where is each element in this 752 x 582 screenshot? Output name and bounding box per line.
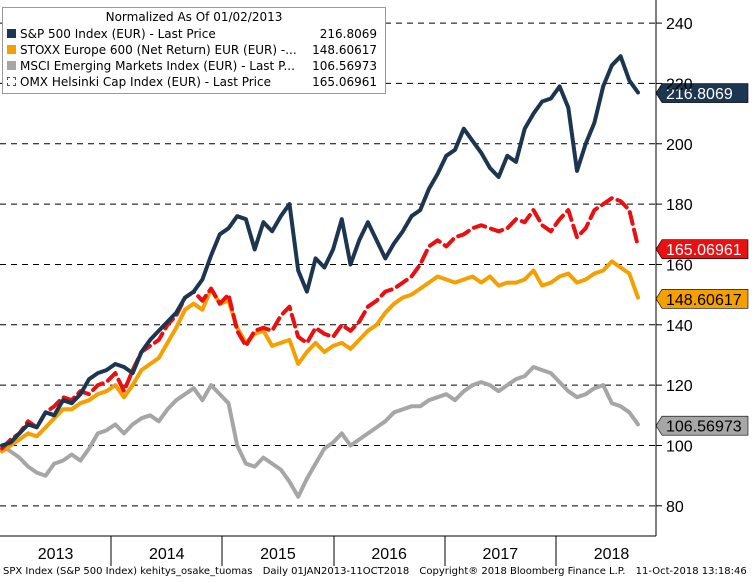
value-tag-1 — [655, 239, 749, 259]
series-line-0 — [0, 54, 640, 448]
footer: SPX Index (S&P 500 Index) kehitys_osake_… — [3, 566, 752, 577]
legend-value-omx: 165.06961 — [312, 75, 377, 89]
footer-security: SPX Index (S&P 500 Index) kehitys_osake_… — [3, 566, 253, 577]
value-tag-2 — [655, 289, 749, 309]
legend-swatch-stoxx — [7, 45, 16, 54]
y-tick-label-100: 100 — [666, 438, 693, 455]
value-tag-label-0: 216.8069 — [666, 86, 733, 103]
y-tick-label-200: 200 — [666, 137, 693, 154]
legend-label-stoxx: STOXX Europe 600 (Net Return) EUR (EUR) … — [20, 43, 297, 57]
legend-label-sp500: S&P 500 Index (EUR) - Last Price — [20, 27, 216, 41]
x-tick-label-2016: 2016 — [371, 546, 407, 563]
y-axis-ticks: 80 100 120 140 160 180 200 220 240 — [656, 16, 693, 516]
y-tick-label-120: 120 — [666, 378, 693, 395]
legend-value-msci: 106.56973 — [312, 59, 377, 73]
value-tag-3 — [655, 415, 749, 436]
y-tick-label-180: 180 — [666, 197, 693, 214]
footer-range: Daily 01JAN2013-11OCT2018 — [262, 566, 410, 577]
y-tick-label-220: 220 — [666, 76, 693, 93]
x-tick-label-2015: 2015 — [260, 546, 296, 563]
series-line-3 — [0, 365, 640, 499]
value-tag-label-3: 106.56973 — [666, 419, 742, 436]
legend-value-stoxx: 148.60617 — [312, 43, 377, 57]
series-line-2 — [0, 259, 640, 454]
x-tick-label-2013: 2013 — [38, 546, 74, 563]
value-tag-label-2: 148.60617 — [666, 292, 742, 309]
x-axis-ticks: 2013 2014 2015 2016 2017 2018 — [38, 536, 630, 566]
value-tag-0 — [655, 83, 749, 103]
axis-frame — [0, 0, 657, 537]
x-tick-label-2014: 2014 — [149, 546, 185, 563]
legend-value-sp500: 216.8069 — [319, 27, 377, 41]
footer-timestamp: 11-Oct-2018 13:18:46 — [635, 566, 747, 577]
legend-swatch-msci — [7, 61, 16, 70]
series-line-1 — [0, 196, 640, 451]
last-value-tags: 216.8069 165.06961 148.60617 106.56973 — [655, 83, 749, 436]
legend-item-sp500: S&P 500 Index (EUR) - Last Price 216.806… — [3, 26, 385, 42]
legend-label-msci: MSCI Emerging Markets Index (EUR) - Last… — [20, 59, 295, 73]
chart-title: Normalized As Of 01/02/2013 — [105, 10, 283, 24]
y-tick-label-140: 140 — [666, 318, 693, 335]
x-tick-label-2017: 2017 — [483, 546, 519, 563]
series-layer — [0, 54, 640, 499]
footer-copyright: Copyright® 2018 Bloomberg Finance L.P. — [419, 566, 626, 577]
legend-item-stoxx: STOXX Europe 600 (Net Return) EUR (EUR) … — [3, 42, 385, 58]
legend-swatch-omx — [7, 77, 16, 86]
legend-item-msci: MSCI Emerging Markets Index (EUR) - Last… — [3, 58, 385, 74]
x-tick-label-2018: 2018 — [594, 546, 630, 563]
legend-label-omx: OMX Helsinki Cap Index (EUR) - Last Pric… — [20, 75, 271, 89]
y-tick-label-240: 240 — [666, 16, 693, 33]
value-tag-label-1: 165.06961 — [666, 242, 742, 259]
legend-item-omx: OMX Helsinki Cap Index (EUR) - Last Pric… — [3, 74, 385, 90]
y-tick-label-80: 80 — [666, 499, 684, 516]
legend: Normalized As Of 01/02/2013 S&P 500 Inde… — [2, 7, 386, 94]
y-tick-label-160: 160 — [666, 257, 693, 274]
legend-swatch-sp500 — [7, 29, 16, 38]
